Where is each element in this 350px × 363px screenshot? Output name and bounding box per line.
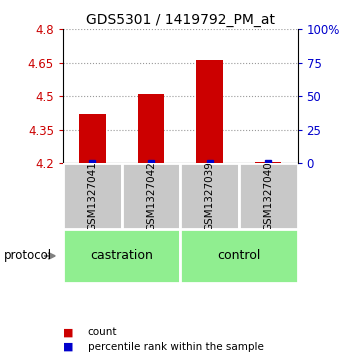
Bar — [79, 114, 105, 163]
Bar — [180, 229, 298, 283]
Bar — [138, 94, 164, 163]
Text: ■: ■ — [63, 342, 74, 352]
Text: percentile rank within the sample: percentile rank within the sample — [88, 342, 263, 352]
Text: count: count — [88, 327, 117, 337]
Text: castration: castration — [90, 249, 153, 262]
Bar — [63, 229, 180, 283]
Bar — [255, 162, 281, 163]
Text: GSM1327040: GSM1327040 — [263, 161, 273, 231]
Bar — [63, 163, 122, 229]
Text: ■: ■ — [63, 327, 74, 337]
Text: control: control — [217, 249, 260, 262]
Bar — [239, 163, 298, 229]
Text: GSM1327041: GSM1327041 — [87, 161, 97, 231]
Title: GDS5301 / 1419792_PM_at: GDS5301 / 1419792_PM_at — [86, 13, 275, 26]
Bar — [180, 163, 239, 229]
Bar — [122, 163, 180, 229]
Text: GSM1327042: GSM1327042 — [146, 161, 156, 231]
Bar — [196, 60, 223, 163]
Text: protocol: protocol — [4, 249, 52, 262]
Text: GSM1327039: GSM1327039 — [204, 161, 215, 231]
